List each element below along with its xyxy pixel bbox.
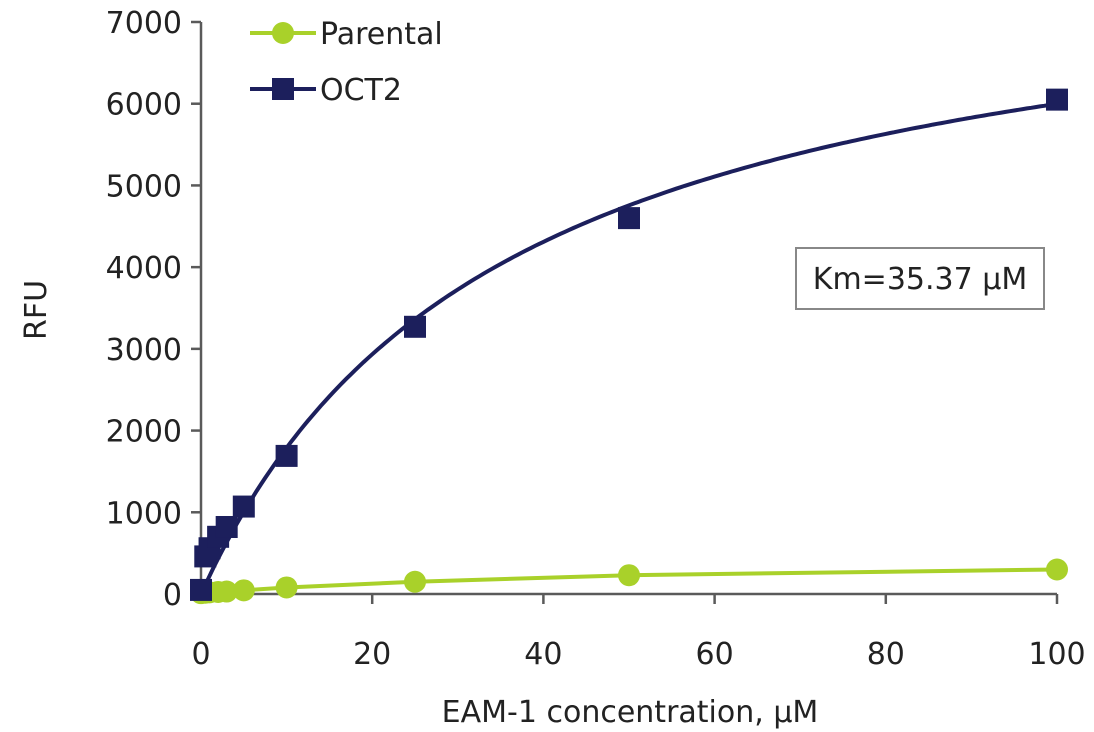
legend-marker — [272, 22, 294, 44]
x-tick-label: 40 — [524, 637, 562, 672]
y-tick-label: 2000 — [106, 415, 182, 450]
km-annotation-text: Km=35.37 µM — [813, 262, 1027, 297]
y-tick-label: 1000 — [106, 496, 182, 531]
parental-point — [1046, 558, 1068, 581]
x-axis-title: EAM-1 concentration, µM — [442, 695, 819, 730]
y-tick-label: 4000 — [106, 251, 182, 286]
parental-point — [215, 580, 238, 603]
oct2-point — [275, 444, 298, 467]
oct2-point — [190, 578, 212, 601]
y-tick-label: 3000 — [106, 333, 182, 368]
y-tick-label: 0 — [163, 578, 182, 613]
oct2-point — [618, 207, 640, 230]
series-layer — [190, 88, 1068, 605]
y-tick-label: 6000 — [106, 88, 182, 123]
y-tick-label: 7000 — [106, 6, 182, 41]
x-tick-label: 80 — [867, 637, 905, 672]
x-tick-label: 60 — [696, 637, 734, 672]
parental-point — [618, 564, 640, 587]
km-annotation-box — [795, 247, 1045, 310]
parental-point — [275, 576, 298, 599]
legend-label: OCT2 — [320, 73, 402, 108]
y-axis-title: RFU — [19, 280, 54, 340]
oct2-point — [215, 515, 238, 538]
axes: 0 1000 2000 3000 4000 5000 6000 7000 0 20 40 60 80 10… — [106, 6, 1086, 672]
x-tick-label: 100 — [1028, 637, 1085, 672]
oct2-point — [404, 315, 426, 338]
km-annotation: Km=35.37 µM — [795, 247, 1045, 310]
parental-point — [404, 570, 426, 593]
legend: Parental OCT2 — [250, 17, 443, 108]
legend-label: Parental — [320, 17, 443, 52]
y-tick-label: 5000 — [106, 169, 182, 204]
oct2-point — [232, 495, 255, 518]
oct2-fit-curve — [199, 101, 1058, 595]
oct2-point — [1046, 88, 1068, 111]
legend-marker — [272, 78, 294, 100]
parental-point — [232, 579, 255, 602]
x-tick-label: 0 — [191, 637, 210, 672]
x-tick-label: 20 — [353, 637, 391, 672]
